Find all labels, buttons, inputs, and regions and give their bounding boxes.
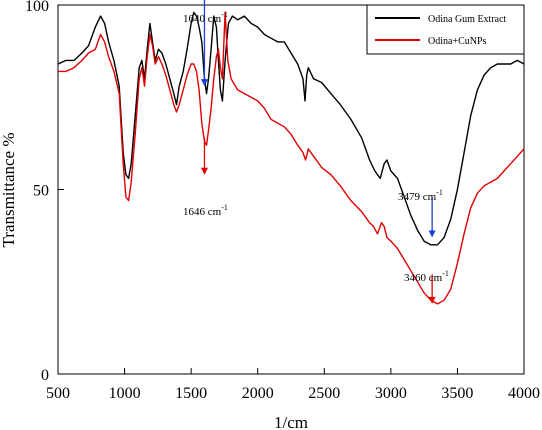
annotation-label-3: 3460 cm-1 [404,269,449,284]
x-tick-label-1500: 1500 [175,385,207,402]
annotation-0 [200,0,208,87]
legend-label-odina-cunps: Odina+CuNPs [428,36,487,47]
y-axis-title: Transmittance % [0,132,18,247]
y-tick-label-100: 100 [25,0,49,15]
annotation-label-2: 3479 cm-1 [398,188,443,203]
series-line-1 [58,11,525,305]
tick-marks [57,4,525,375]
plot-frame [57,4,525,375]
y-tick-label-0: 0 [41,367,49,384]
x-tick-label-4000: 4000 [508,385,540,402]
annotation-1 [200,137,208,175]
annotation-label-0: 1640 cm-1 [183,10,228,25]
y-tick-label-50: 50 [33,183,49,200]
annotation-label-1: 1646 cm-1 [183,203,228,218]
legend-label-odina-gum-extract: Odina Gum Extract [428,14,507,25]
x-tick-label-500: 500 [46,385,70,402]
annotation-2 [428,196,436,238]
annotation-layer: 1640 cm-1 1646 cm-1 3479 cm-1 3460 cm-1 [183,0,449,304]
tick-labels: 500 1000 1500 2000 2500 3000 3500 4000 0 50 100 [25,0,540,402]
x-tick-label-2500: 2500 [308,385,340,402]
x-tick-label-1000: 1000 [109,385,141,402]
legend-box [366,4,525,55]
x-tick-label-3500: 3500 [441,385,473,402]
series-layer [57,11,525,305]
annotation-3 [428,274,436,304]
series-line-0 [57,11,525,246]
x-axis-title: 1/cm [274,413,308,430]
x-tick-label-2000: 2000 [242,385,274,402]
x-tick-label-3000: 3000 [375,385,407,402]
legend: Odina Gum Extract Odina+CuNPs [366,4,525,55]
